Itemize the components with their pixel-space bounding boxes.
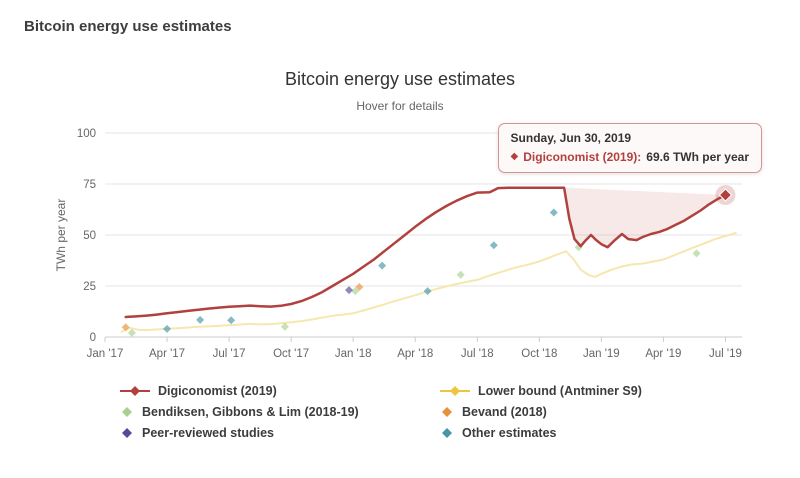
legend-item[interactable]: Other estimates — [440, 426, 680, 440]
svg-text:Jul '19: Jul '19 — [709, 348, 742, 360]
tooltip-value: 69.6 TWh per year — [646, 150, 749, 164]
legend-label: Other estimates — [462, 426, 557, 440]
svg-text:75: 75 — [83, 179, 96, 191]
legend-diamond-icon — [442, 407, 452, 417]
svg-text:50: 50 — [83, 230, 96, 242]
legend-label: Bendiksen, Gibbons & Lim (2018-19) — [142, 405, 359, 419]
legend-item[interactable]: Bendiksen, Gibbons & Lim (2018-19) — [120, 405, 420, 419]
svg-text:Jan '17: Jan '17 — [87, 348, 124, 360]
svg-text:Apr '17: Apr '17 — [149, 348, 185, 360]
legend-diamond-icon — [442, 428, 452, 438]
svg-text:TWh per year: TWh per year — [54, 199, 68, 272]
svg-text:Jan '18: Jan '18 — [335, 348, 372, 360]
legend-line-diamond-icon — [120, 386, 150, 396]
svg-text:Jul '17: Jul '17 — [213, 348, 246, 360]
legend-item[interactable]: Digiconomist (2019) — [120, 384, 420, 398]
svg-text:Oct '18: Oct '18 — [521, 348, 557, 360]
chart-tooltip: Sunday, Jun 30, 2019 ◆ Digiconomist (201… — [497, 123, 762, 173]
legend-item[interactable]: Lower bound (Antminer S9) — [440, 384, 680, 398]
page-title: Bitcoin energy use estimates — [24, 18, 232, 35]
tooltip-series-marker-icon: ◆ — [510, 151, 519, 162]
svg-text:Apr '18: Apr '18 — [397, 348, 433, 360]
chart-subtitle: Hover for details — [356, 99, 444, 113]
chart-legend: Digiconomist (2019) Lower bound (Antminer… — [40, 384, 760, 440]
svg-text:Apr '19: Apr '19 — [645, 348, 681, 360]
legend-label: Digiconomist (2019) — [158, 384, 277, 398]
svg-text:25: 25 — [83, 281, 96, 293]
legend-line-diamond-icon — [440, 386, 470, 396]
legend-item[interactable]: Peer-reviewed studies — [120, 426, 420, 440]
legend-item[interactable]: Bevand (2018) — [440, 405, 680, 419]
svg-text:Oct '17: Oct '17 — [273, 348, 309, 360]
legend-label: Lower bound (Antminer S9) — [478, 384, 642, 398]
tooltip-series-name: Digiconomist (2019): — [523, 150, 642, 164]
plot-area: 0 25 50 75 100 TWh per year Jan '17 Apr '17 Jul … — [50, 119, 762, 372]
svg-text:Jan '19: Jan '19 — [583, 348, 620, 360]
chart-title: Bitcoin energy use estimates — [284, 69, 516, 89]
legend-label: Peer-reviewed studies — [142, 426, 275, 440]
tooltip-date: Sunday, Jun 30, 2019 — [510, 131, 632, 145]
legend-label: Bevand (2018) — [462, 405, 547, 419]
legend-diamond-icon — [122, 428, 132, 438]
svg-text:0: 0 — [90, 332, 96, 344]
chart-container: Bitcoin energy use estimates Hover for d… — [40, 69, 762, 440]
svg-text:100: 100 — [77, 128, 96, 140]
legend-diamond-icon — [122, 407, 132, 417]
svg-text:Jul '18: Jul '18 — [461, 348, 494, 360]
